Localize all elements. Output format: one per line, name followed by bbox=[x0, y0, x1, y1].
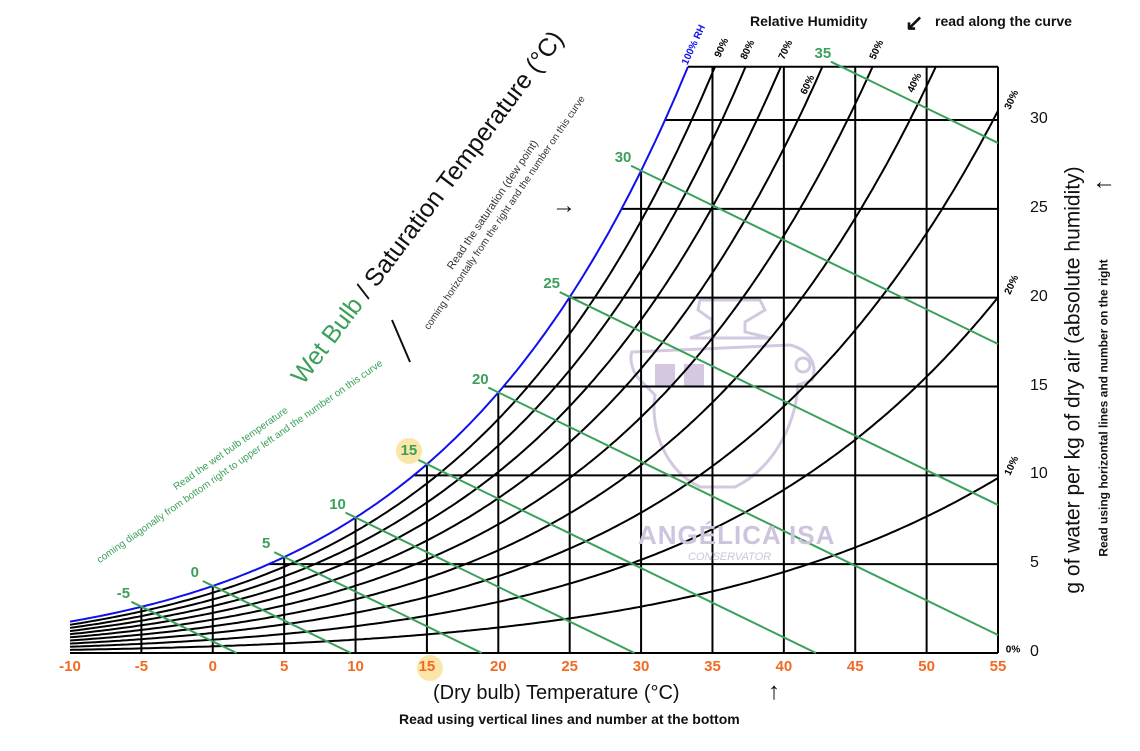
x-tick-label: 30 bbox=[632, 658, 650, 675]
wet-bulb-line-35 bbox=[830, 60, 999, 144]
y-tick-label: 15 bbox=[1030, 376, 1048, 394]
wet-bulb-label: 20 bbox=[471, 370, 489, 388]
y-axis-note: Read using horizontal lines and number o… bbox=[1096, 259, 1111, 557]
x-tick-label: 45 bbox=[846, 658, 864, 675]
rh-curve-50 bbox=[69, 66, 874, 639]
watermark-subtitle: CONSERVATOR bbox=[688, 551, 772, 563]
wet-bulb-line-0 bbox=[202, 580, 352, 654]
rh-curve-70 bbox=[69, 66, 782, 633]
wet-bulb-line-30 bbox=[630, 164, 999, 345]
wet-bulb-line-25 bbox=[559, 291, 999, 506]
rh-curve-100 bbox=[69, 66, 689, 623]
wet-bulb-15-highlight bbox=[396, 438, 422, 464]
wet-bulb-line-20 bbox=[487, 386, 999, 636]
y-tick-label: 25 bbox=[1030, 198, 1048, 216]
x-tick-label: 5 bbox=[279, 658, 289, 675]
wet-bulb-label: 15 bbox=[400, 442, 418, 460]
wet-bulb-line-15 bbox=[416, 458, 817, 654]
x-tick-label: 50 bbox=[918, 658, 935, 675]
rh-curve-20 bbox=[69, 296, 999, 648]
y-tick-label: 10 bbox=[1030, 465, 1048, 483]
wet-bulb-line-10 bbox=[345, 511, 635, 654]
x-tick-label: 15 bbox=[418, 658, 436, 675]
x-tick-label: 35 bbox=[704, 658, 721, 675]
arrow-down-left-icon: ↙ bbox=[905, 10, 924, 35]
y-tick-label: 20 bbox=[1030, 287, 1048, 305]
arrow-up-icon: ↑ bbox=[768, 678, 780, 705]
title-separator-line bbox=[391, 319, 411, 363]
x-tick-label: 40 bbox=[775, 658, 793, 675]
x-tick-label: -10 bbox=[59, 658, 81, 675]
rh-curve-80 bbox=[69, 66, 747, 629]
rh-curve-40 bbox=[69, 66, 937, 642]
x-tick-label: 20 bbox=[489, 658, 507, 675]
x-tick-label: 10 bbox=[347, 658, 364, 675]
rh-curve-30 bbox=[69, 110, 999, 645]
relative-humidity-title: Relative Humidity bbox=[750, 13, 868, 29]
x-tick-label: 0 bbox=[208, 658, 217, 675]
relative-humidity-note: read along the curve bbox=[935, 13, 1072, 29]
rh-curve-10 bbox=[69, 477, 999, 651]
wet-bulb-label: -5 bbox=[116, 584, 131, 602]
wet-bulb-label: 35 bbox=[814, 44, 832, 62]
wet-bulb-line-5 bbox=[273, 551, 483, 654]
y-tick-label: 0 bbox=[1030, 643, 1039, 660]
y-tick-label: 30 bbox=[1030, 110, 1048, 127]
wet-bulb-label: 30 bbox=[614, 148, 632, 166]
wet-bulb-label: 25 bbox=[543, 275, 561, 293]
wet-bulb-label: 0 bbox=[190, 563, 199, 581]
arrow-left-icon: ← bbox=[1092, 168, 1116, 195]
watermark-name: ANGÉLICA ISA bbox=[638, 520, 836, 550]
rh-curve-60 bbox=[69, 66, 824, 636]
x-tick-label: -5 bbox=[134, 658, 149, 675]
y-tick-label: 5 bbox=[1030, 554, 1039, 572]
x-axis-label: (Dry bulb) Temperature (°C) bbox=[433, 682, 680, 704]
watermark-logo bbox=[629, 298, 816, 489]
y-axis-label: g of water per kg of dry air (absolute h… bbox=[1061, 166, 1085, 594]
x-tick-label: 25 bbox=[561, 658, 579, 675]
wet-bulb-label: 10 bbox=[329, 495, 346, 513]
x-axis-note: Read using vertical lines and number at … bbox=[399, 711, 740, 727]
arrow-right-icon: → bbox=[552, 192, 576, 219]
wet-bulb-label: 5 bbox=[261, 535, 271, 553]
wet-bulb-line--5 bbox=[130, 600, 238, 654]
x-tick-label: 55 bbox=[989, 658, 1007, 675]
rh-label: 0% bbox=[1005, 644, 1021, 656]
x-tick-15-highlight bbox=[417, 655, 443, 681]
rh-curve-90 bbox=[69, 66, 716, 626]
